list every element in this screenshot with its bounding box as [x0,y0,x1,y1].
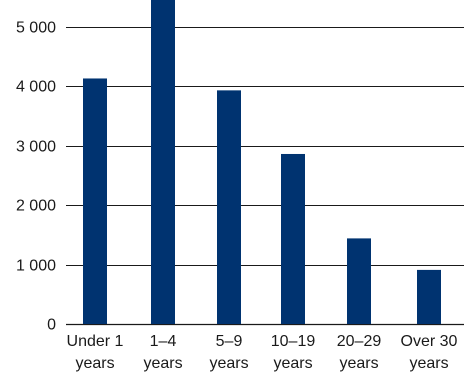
x-category-label: 20–29 [337,333,382,350]
x-category-label: Under 1 [67,333,124,350]
y-tick-label: 1 000 [16,258,56,275]
bars [83,0,441,325]
x-category-label: years [209,355,248,372]
x-category-label: years [75,355,114,372]
bar [217,90,241,324]
x-category-label: years [409,355,448,372]
x-category-label: 5–9 [216,333,243,350]
bar [347,238,371,324]
x-category-label: Over 30 [401,333,458,350]
x-category-label: 1–4 [150,333,177,350]
y-tick-label: 3 000 [16,139,56,156]
bar [151,0,175,324]
x-category-label: 10–19 [271,333,316,350]
bar [83,78,107,325]
x-category-label: years [339,355,378,372]
x-axis-category-labels: Under 1 years 1–4 years 5–9 years 10–19 years 20… [67,333,458,372]
bar [281,153,305,324]
gridlines [66,27,464,326]
bar [417,269,441,324]
y-tick-label: 2 000 [16,198,56,215]
y-tick-label: 5 000 [16,20,56,37]
y-axis-tick-labels: 0 1 000 2 000 3 000 4 000 5 000 [16,20,56,334]
x-category-label: years [143,355,182,372]
x-category-label: years [273,355,312,372]
y-tick-label: 0 [47,317,56,334]
y-tick-label: 4 000 [16,79,56,96]
